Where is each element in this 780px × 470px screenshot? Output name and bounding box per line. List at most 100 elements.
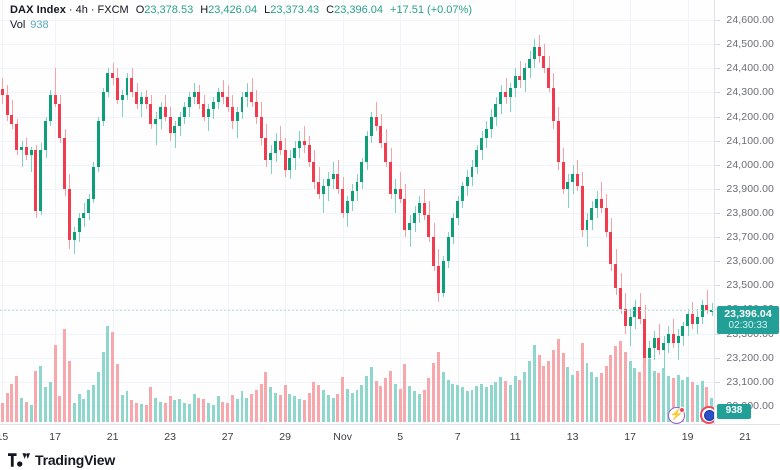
volume-bar: [537, 355, 541, 422]
candle-body: [705, 304, 709, 311]
candle-wick: [304, 126, 305, 153]
price-tick-mark: [715, 141, 720, 142]
candle-body: [513, 75, 517, 88]
candle-wick: [328, 172, 329, 201]
candle-body: [451, 217, 455, 238]
candle-wick: [12, 99, 13, 129]
price-tick-label: 24,000.00: [726, 158, 774, 171]
volume-bar: [666, 375, 670, 422]
candle-body: [149, 104, 153, 124]
candle-body: [10, 115, 14, 124]
price-tick-label: 24,600.00: [726, 14, 774, 27]
gridline: [0, 20, 714, 21]
candle-body: [494, 104, 498, 117]
candle-body: [566, 181, 570, 189]
volume-bar: [432, 363, 436, 422]
volume-bar: [72, 402, 76, 422]
candle-body: [427, 215, 431, 238]
candle-body: [111, 73, 115, 78]
candle-wick: [678, 328, 679, 361]
volume-bar: [115, 364, 119, 422]
volume-bar: [321, 390, 325, 422]
volume-bar: [216, 396, 220, 422]
volume-bar: [10, 383, 14, 422]
last-price-value: 23,396.04: [724, 308, 772, 321]
candle-body: [422, 203, 426, 216]
volume-bar: [20, 397, 24, 422]
time-axis[interactable]: 15 17 21 23 27 29 Nov 5 7 11 13 17 19 21: [0, 424, 780, 448]
volume-bar: [197, 397, 201, 422]
volume-bar: [566, 366, 570, 422]
candle-wick: [410, 215, 411, 247]
price-axis[interactable]: 24,600.00 24,500.00 24,400.00 24,300.00 24,2…: [714, 0, 780, 424]
volume-bar: [101, 351, 105, 422]
price-tick-mark: [715, 334, 720, 335]
volume-bar: [604, 365, 608, 422]
candle-body: [441, 261, 445, 293]
candle-body: [355, 181, 359, 192]
candle-body: [643, 319, 646, 358]
candle-body: [187, 97, 191, 107]
volume-bar: [326, 395, 330, 422]
chart-plot-area[interactable]: ⚡: [0, 0, 714, 424]
candle-body: [623, 309, 627, 327]
candle-body: [470, 167, 474, 177]
volume-bar: [120, 395, 124, 422]
candle-body: [389, 162, 393, 194]
gridline: [0, 382, 714, 383]
candle-body: [379, 126, 383, 144]
candle-body: [523, 68, 527, 81]
volume-bar: [681, 379, 685, 422]
volume-bar: [178, 398, 182, 422]
gridline: [0, 68, 714, 69]
time-tick-label: 21: [739, 431, 751, 443]
time-tick-label: 13: [566, 431, 579, 443]
price-tick-mark: [715, 68, 720, 69]
tradingview-logo[interactable]: TradingView: [8, 452, 115, 468]
volume-bar: [139, 404, 143, 422]
economic-event-marker-icon[interactable]: [700, 406, 714, 424]
volume-bar: [0, 402, 4, 422]
price-tick-label: 24,200.00: [726, 110, 774, 123]
gridline: [0, 213, 714, 214]
price-tick-mark: [715, 382, 720, 383]
volume-bar: [274, 392, 278, 422]
candle-body: [240, 97, 244, 112]
bar-countdown: 02:30:33: [728, 320, 768, 332]
candle-body: [341, 188, 345, 213]
volume-bar: [508, 384, 512, 422]
volume-bar: [230, 395, 234, 422]
volume-bar: [556, 338, 560, 422]
candle-body: [20, 146, 24, 151]
volume-bar: [240, 391, 244, 422]
volume-bar: [580, 342, 584, 422]
volume-bar: [369, 366, 373, 422]
tradingview-logo-icon: [8, 453, 30, 467]
price-tick-mark: [715, 285, 720, 286]
volume-bar: [283, 384, 287, 422]
candle-wick: [208, 104, 209, 131]
candle-body: [48, 94, 52, 122]
candle-body: [633, 307, 637, 317]
price-tick-mark: [715, 261, 720, 262]
candle-wick: [649, 340, 650, 382]
volume-bar: [144, 405, 148, 422]
candle-body: [230, 106, 234, 122]
candle-body: [628, 316, 632, 327]
volume-bar: [34, 370, 38, 422]
candle-body: [250, 92, 254, 103]
volume-bar: [695, 384, 699, 422]
tradingview-wordmark: TradingView: [35, 452, 116, 468]
gridline: [0, 358, 714, 359]
candle-body: [254, 102, 258, 117]
candle-body: [245, 92, 249, 98]
candle-body: [144, 97, 148, 105]
lightning-marker-icon[interactable]: ⚡: [668, 407, 685, 424]
volume-bar: [513, 375, 517, 422]
time-tick-label: 27: [221, 431, 234, 443]
candle-body: [120, 94, 124, 100]
candle-body: [29, 150, 33, 156]
candle-body: [393, 188, 397, 194]
candle-body: [609, 232, 613, 264]
price-tick-mark: [715, 358, 720, 359]
